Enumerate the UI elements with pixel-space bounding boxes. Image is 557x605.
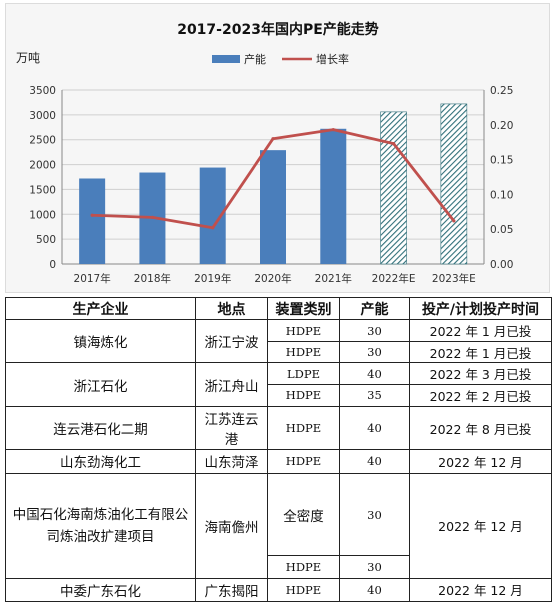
table-row: HDPE 35 2022 年 2 月已投 [6,383,552,407]
y-tick-label: 500 [36,234,56,246]
y-tick-label: 3500 [29,85,56,97]
y-tick-label: 3000 [29,110,56,122]
location-cell: 广东揭阳 [195,577,268,603]
growth-rate-point [90,213,94,217]
capacity-cell: 30 [339,472,410,557]
y2-tick-label: 0.10 [490,189,513,201]
table-row: HDPE 30 [6,555,552,579]
bar [320,128,347,264]
capacity-cell: 30 [339,318,410,343]
type-cell: HDPE [267,449,340,474]
x-tick-label: 2019年 [194,272,231,285]
capacity-table: 生产企业 地点 装置类别 产能 投产/计划投产时间 镇海炼化 浙江宁波 HDPE… [5,297,552,603]
date-cell: 2022 年 12 月 [409,472,552,579]
date-cell: 2022 年 12 月 [409,577,552,603]
type-cell: HDPE [267,405,340,451]
header-type: 装置类别 [267,297,340,320]
bar [380,111,407,265]
y2-tick-label: 0.25 [490,85,513,97]
chart-title: 2017-2023年国内PE产能走势 [177,21,379,38]
table-row: 连云港石化二期 江苏连云港 HDPE 40 2022 年 8 月已投 [5,405,552,451]
header-location: 地点 [195,297,268,320]
y-tick-label: 2500 [29,135,56,147]
table-row: HDPE 30 2022 年 1 月已投 [6,341,552,364]
growth-rate-point [452,219,456,223]
table-row: 镇海炼化 浙江宁波 HDPE 30 2022 年 1 月已投 [5,318,552,364]
x-tick-label: 2018年 [134,272,171,285]
capacity-cell: 40 [339,449,410,474]
location-cell: 浙江舟山 [195,362,268,407]
type-cell: HDPE [267,341,340,364]
y2-tick-label: 0.05 [490,224,513,236]
type-cell: LDPE [267,362,340,385]
legend-label-bar: 产能 [244,52,266,66]
date-cell: 2022 年 2 月已投 [409,383,552,407]
bar [440,103,468,265]
legend-label-line: 增长率 [316,52,349,66]
growth-rate-point [150,215,155,219]
table-header-row: 生产企业 地点 装置类别 产能 投产/计划投产时间 [5,297,552,320]
enterprise-cell: 镇海炼化 [5,318,196,364]
growth-rate-point [211,226,215,230]
date-cell: 2022 年 8 月已投 [409,405,552,451]
enterprise-cell: 浙江石化 [5,362,196,407]
bar [260,150,286,264]
growth-rate-point [271,137,275,141]
type-cell: HDPE [267,383,340,407]
chart-panel: 2017-2023年国内PE产能走势万吨 产能 增长率 0 500 1000 1500 200… [5,3,550,293]
y2-tick-label: 0.15 [490,155,513,167]
date-cell: 2022 年 1 月已投 [409,318,552,343]
header-enterprise: 生产企业 [5,297,196,320]
capacity-cell: 40 [339,362,410,385]
capacity-cell: 40 [339,577,410,603]
location-cell: 浙江宁波 [195,318,268,364]
enterprise-cell: 中委广东石化 [5,577,196,603]
location-cell: 海南儋州 [195,472,268,579]
legend-swatch-bar [212,55,240,63]
x-tick-label: 2017年 [74,272,111,285]
y-tick-label: 2000 [29,160,56,172]
table-row: 山东劲海化工 山东菏泽 HDPE 40 2022 年 12 月 [5,449,552,474]
x-tick-label: 2022年E [372,272,416,285]
table-row: 中委广东石化 广东揭阳 HDPE 40 2022 年 12 月 [5,577,552,603]
date-cell: 2022 年 1 月已投 [409,341,552,364]
type-cell: HDPE [267,555,340,579]
date-cell: 2022 年 3 月已投 [409,362,552,385]
header-capacity: 产能 [339,297,410,320]
growth-rate-point [391,141,396,146]
growth-rate-point [331,128,335,132]
y2-tick-label: 0.20 [490,120,513,132]
capacity-cell: 35 [339,383,410,407]
capacity-cell: 40 [339,405,410,451]
table-row: 浙江石化 浙江舟山 LDPE 40 2022 年 3 月已投 [5,362,552,407]
enterprise-cell: 连云港石化二期 [5,405,196,451]
location-cell: 江苏连云港 [195,405,268,451]
location-cell: 山东菏泽 [195,449,268,474]
enterprise-cell: 山东劲海化工 [5,449,196,474]
y-tick-label: 1500 [29,184,56,196]
y-axis-label: 万吨 [16,51,40,65]
table-row: 中国石化海南炼油化工有限公司炼油改扩建项目 海南儋州 全密度 30 2022 年… [5,472,552,579]
enterprise-cell: 中国石化海南炼油化工有限公司炼油改扩建项目 [5,472,196,579]
type-cell: HDPE [267,577,340,603]
date-cell: 2022 年 12 月 [409,449,552,474]
capacity-cell: 30 [339,555,410,579]
y-tick-label: 0 [49,259,56,271]
bar [79,178,106,264]
capacity-cell: 30 [339,341,410,364]
header-date: 投产/计划投产时间 [409,297,552,320]
x-tick-label: 2023年E [432,272,476,285]
y-tick-label: 1000 [29,209,56,221]
x-tick-label: 2020年 [254,272,291,285]
type-cell: 全密度 [267,472,340,557]
x-tick-label: 2021年 [315,272,352,285]
type-cell: HDPE [267,318,340,343]
y2-tick-label: 0.00 [490,259,513,271]
